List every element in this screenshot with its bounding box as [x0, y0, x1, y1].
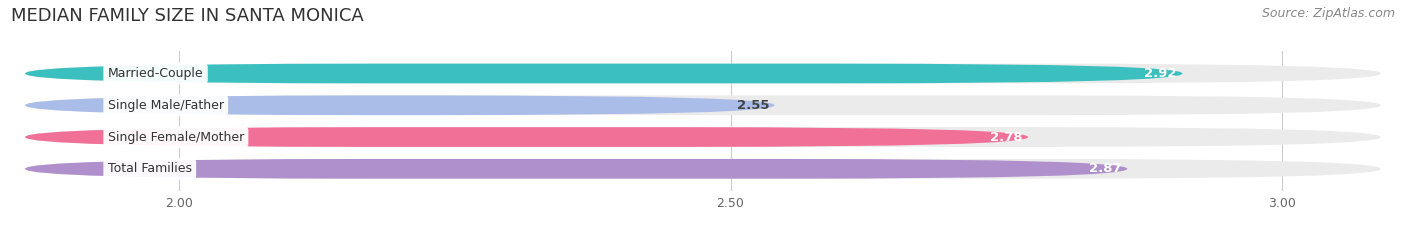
- Text: Single Female/Mother: Single Female/Mother: [108, 130, 245, 144]
- FancyBboxPatch shape: [25, 64, 1381, 83]
- Text: Total Families: Total Families: [108, 162, 191, 175]
- FancyBboxPatch shape: [25, 159, 1128, 179]
- FancyBboxPatch shape: [25, 159, 1381, 179]
- Text: Married-Couple: Married-Couple: [108, 67, 204, 80]
- Text: 2.92: 2.92: [1144, 67, 1177, 80]
- FancyBboxPatch shape: [25, 127, 1381, 147]
- Text: Source: ZipAtlas.com: Source: ZipAtlas.com: [1261, 7, 1395, 20]
- Text: MEDIAN FAMILY SIZE IN SANTA MONICA: MEDIAN FAMILY SIZE IN SANTA MONICA: [11, 7, 364, 25]
- Text: 2.78: 2.78: [990, 130, 1022, 144]
- FancyBboxPatch shape: [25, 96, 775, 115]
- Text: 2.55: 2.55: [737, 99, 769, 112]
- Text: 2.87: 2.87: [1090, 162, 1122, 175]
- FancyBboxPatch shape: [25, 64, 1182, 83]
- FancyBboxPatch shape: [25, 96, 1381, 115]
- FancyBboxPatch shape: [25, 127, 1028, 147]
- Text: Single Male/Father: Single Male/Father: [108, 99, 224, 112]
